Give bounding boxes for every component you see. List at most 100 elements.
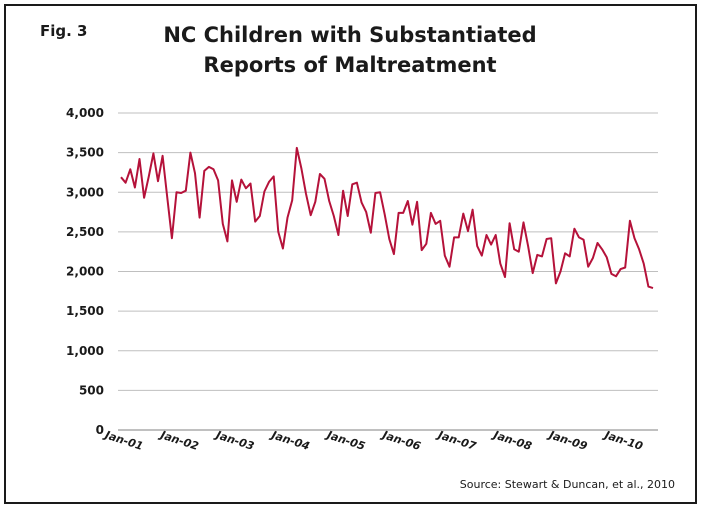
data-point (162, 155, 164, 157)
x-tick-label: Jan-03 (213, 428, 257, 453)
data-point (652, 287, 654, 289)
chart-title-line2: Reports of Maltreatment (203, 53, 497, 77)
data-point (157, 180, 159, 182)
data-point (263, 191, 265, 193)
data-point (430, 212, 432, 214)
data-point (351, 183, 353, 185)
data-point (213, 168, 215, 170)
data-point (467, 230, 469, 232)
data-point (513, 248, 515, 250)
data-point (310, 214, 312, 216)
data-point (416, 201, 418, 203)
x-tick-label: Jan-07 (435, 428, 479, 453)
x-tick-label: Jan-02 (157, 428, 201, 453)
x-tick-label: Jan-04 (268, 428, 311, 453)
data-point (356, 182, 358, 184)
x-tick-label: Jan-05 (324, 428, 368, 453)
data-point (606, 256, 608, 258)
data-point (185, 190, 187, 192)
data-point (573, 228, 575, 230)
data-point (203, 170, 205, 172)
data-point (259, 215, 261, 217)
data-point (411, 224, 413, 226)
x-tick-label: Jan-09 (546, 428, 590, 453)
data-point (370, 232, 372, 234)
data-point (407, 200, 409, 202)
data-point (509, 222, 511, 224)
data-point (374, 192, 376, 194)
data-point (240, 179, 242, 181)
data-point (569, 255, 571, 257)
data-point (578, 236, 580, 238)
x-tick-label: Jan-01 (102, 428, 145, 453)
y-tick-label: 2,500 (66, 225, 104, 239)
data-point (342, 190, 344, 192)
data-point (481, 255, 483, 257)
data-point (421, 249, 423, 251)
data-point (319, 173, 321, 175)
data-point (361, 202, 363, 204)
y-tick-label: 4,000 (66, 106, 104, 120)
x-tick-label: Jan-08 (490, 428, 534, 453)
data-point (125, 182, 127, 184)
data-point (254, 221, 256, 223)
data-point (647, 286, 649, 288)
data-point (388, 238, 390, 240)
data-point (587, 266, 589, 268)
data-point (638, 248, 640, 250)
data-point (365, 211, 367, 213)
data-point (171, 237, 173, 239)
data-point (139, 158, 141, 160)
chart-title-line1: NC Children with Substantiated (163, 23, 537, 47)
x-tick-label: Jan-10 (601, 428, 645, 453)
data-point (337, 234, 339, 236)
data-point (624, 267, 626, 269)
data-point (550, 237, 552, 239)
data-point (499, 263, 501, 265)
data-point (268, 181, 270, 183)
data-point (143, 197, 145, 199)
data-point (564, 252, 566, 254)
data-point (486, 234, 488, 236)
data-point (597, 242, 599, 244)
data-point (504, 276, 506, 278)
data-point (398, 212, 400, 214)
y-tick-label: 2,000 (66, 265, 104, 279)
data-point (518, 251, 520, 253)
data-point (458, 236, 460, 238)
data-point (328, 200, 330, 202)
data-point (393, 253, 395, 255)
data-point (476, 245, 478, 247)
data-point (620, 268, 622, 270)
y-tick-label: 500 (79, 383, 104, 397)
data-point (277, 231, 279, 233)
data-point (314, 201, 316, 203)
data-point (245, 187, 247, 189)
data-point (532, 272, 534, 274)
data-point (472, 209, 474, 211)
data-point (449, 266, 451, 268)
data-point (287, 217, 289, 219)
data-point (425, 243, 427, 245)
data-point (176, 191, 178, 193)
data-point (152, 152, 154, 154)
x-tick-label: Jan-06 (379, 428, 423, 453)
data-point (180, 192, 182, 194)
figure-frame (4, 4, 697, 504)
data-point (629, 220, 631, 222)
data-point (273, 175, 275, 177)
data-point (148, 175, 150, 177)
data-point (379, 191, 381, 193)
data-point (347, 215, 349, 217)
y-tick-label: 1,500 (66, 304, 104, 318)
data-point (527, 245, 529, 247)
data-point (217, 179, 219, 181)
data-point (208, 166, 210, 168)
data-point (462, 213, 464, 215)
y-tick-label: 3,500 (66, 146, 104, 160)
data-point (583, 239, 585, 241)
data-point (592, 257, 594, 259)
figure-label: Fig. 3 (40, 22, 88, 40)
data-point (402, 212, 404, 214)
